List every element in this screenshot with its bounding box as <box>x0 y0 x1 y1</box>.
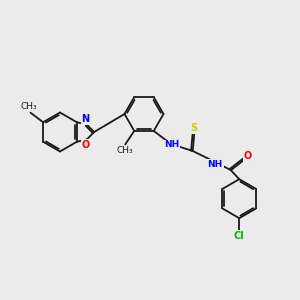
Text: CH₃: CH₃ <box>117 146 134 155</box>
Text: N: N <box>81 114 90 124</box>
Text: Cl: Cl <box>234 231 244 241</box>
Text: S: S <box>191 123 198 133</box>
Text: O: O <box>244 151 252 161</box>
Text: O: O <box>81 140 90 150</box>
Text: CH₃: CH₃ <box>21 101 37 111</box>
Text: NH: NH <box>164 140 179 149</box>
Text: NH: NH <box>208 160 223 169</box>
